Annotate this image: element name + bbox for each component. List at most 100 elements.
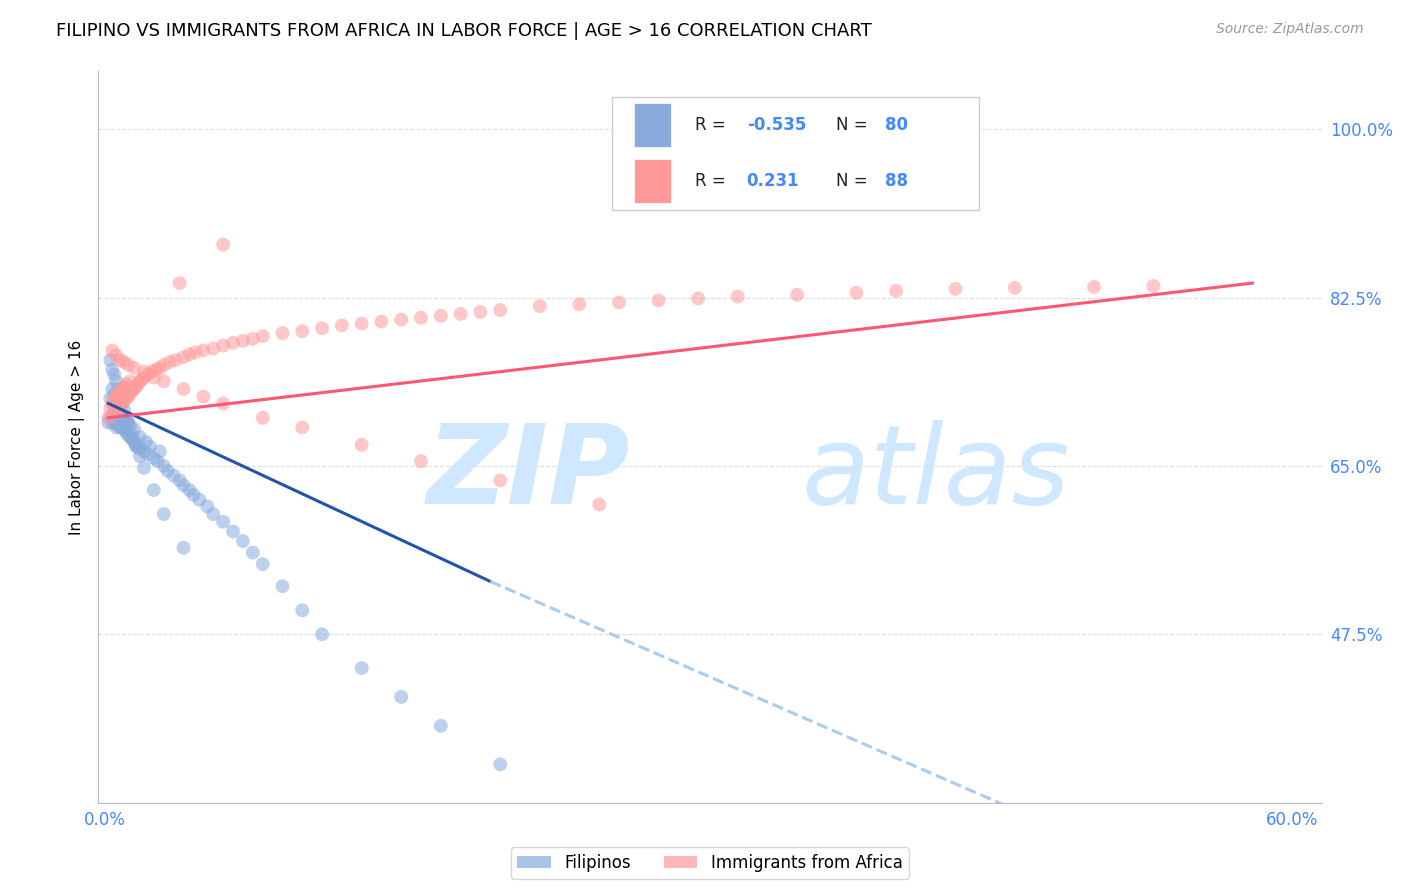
Immigrants from Africa xyxy=(115,377,138,392)
Filipinos xyxy=(101,382,124,396)
Immigrants from Africa xyxy=(688,292,710,306)
Immigrants from Africa xyxy=(141,365,163,379)
Text: R =: R = xyxy=(696,116,731,134)
Filipinos xyxy=(105,396,128,410)
Immigrants from Africa xyxy=(117,390,139,404)
Filipinos xyxy=(105,410,128,425)
Filipinos xyxy=(105,420,128,434)
Immigrants from Africa xyxy=(108,384,131,398)
Filipinos xyxy=(212,515,235,529)
Immigrants from Africa xyxy=(252,329,274,343)
Filipinos xyxy=(430,719,453,733)
Immigrants from Africa xyxy=(350,438,373,452)
Filipinos xyxy=(135,434,157,449)
Filipinos xyxy=(132,444,155,458)
Immigrants from Africa xyxy=(350,317,373,331)
Filipinos xyxy=(129,450,152,464)
Text: atlas: atlas xyxy=(801,420,1070,527)
Immigrants from Africa xyxy=(112,355,135,369)
Immigrants from Africa xyxy=(647,293,669,308)
Filipinos xyxy=(112,410,135,425)
Immigrants from Africa xyxy=(311,321,333,335)
Filipinos xyxy=(252,557,274,571)
Immigrants from Africa xyxy=(101,396,124,410)
Filipinos xyxy=(98,410,121,425)
Immigrants from Africa xyxy=(370,315,392,329)
Immigrants from Africa xyxy=(193,343,215,358)
Immigrants from Africa xyxy=(173,382,195,396)
Filipinos xyxy=(107,418,129,433)
Filipinos xyxy=(183,488,205,502)
Immigrants from Africa xyxy=(115,392,138,406)
Filipinos xyxy=(389,690,412,704)
Immigrants from Africa xyxy=(252,410,274,425)
Filipinos xyxy=(125,438,148,452)
Filipinos xyxy=(173,541,195,555)
Immigrants from Africa xyxy=(727,289,749,303)
Filipinos xyxy=(291,603,314,617)
Immigrants from Africa xyxy=(142,370,165,384)
Immigrants from Africa xyxy=(120,386,142,401)
Filipinos xyxy=(98,353,121,368)
Immigrants from Africa xyxy=(132,370,155,384)
Immigrants from Africa xyxy=(271,326,294,340)
Filipinos xyxy=(112,422,135,436)
Filipinos xyxy=(98,392,121,406)
Immigrants from Africa xyxy=(212,339,235,353)
Filipinos xyxy=(162,468,184,483)
Filipinos xyxy=(117,416,139,430)
Immigrants from Africa xyxy=(389,312,412,326)
Filipinos xyxy=(120,418,142,433)
Immigrants from Africa xyxy=(330,318,353,333)
Filipinos xyxy=(173,478,195,492)
Immigrants from Africa xyxy=(409,454,432,468)
Filipinos xyxy=(156,464,179,478)
Immigrants from Africa xyxy=(122,382,145,396)
Filipinos xyxy=(169,474,191,488)
Immigrants from Africa xyxy=(121,384,143,398)
Immigrants from Africa xyxy=(945,282,967,296)
Text: FILIPINO VS IMMIGRANTS FROM AFRICA IN LABOR FORCE | AGE > 16 CORRELATION CHART: FILIPINO VS IMMIGRANTS FROM AFRICA IN LA… xyxy=(56,22,872,40)
Filipinos xyxy=(117,416,139,430)
Immigrants from Africa xyxy=(152,374,174,388)
Text: 0.231: 0.231 xyxy=(747,172,800,190)
Filipinos xyxy=(115,425,138,440)
Immigrants from Africa xyxy=(112,380,135,394)
Immigrants from Africa xyxy=(291,324,314,338)
Immigrants from Africa xyxy=(165,353,187,368)
Filipinos xyxy=(271,579,294,593)
Immigrants from Africa xyxy=(1142,279,1164,293)
Text: Source: ZipAtlas.com: Source: ZipAtlas.com xyxy=(1216,22,1364,37)
Filipinos xyxy=(121,432,143,446)
Filipinos xyxy=(122,422,145,436)
Filipinos xyxy=(120,430,142,444)
Immigrants from Africa xyxy=(111,396,134,410)
Text: -0.535: -0.535 xyxy=(747,116,806,134)
Filipinos xyxy=(136,447,159,461)
Filipinos xyxy=(101,362,124,376)
Immigrants from Africa xyxy=(111,382,134,396)
Immigrants from Africa xyxy=(1004,281,1026,295)
Immigrants from Africa xyxy=(136,368,159,382)
Immigrants from Africa xyxy=(212,237,235,252)
Immigrants from Africa xyxy=(430,309,453,323)
Filipinos xyxy=(107,393,129,408)
Filipinos xyxy=(107,382,129,396)
Filipinos xyxy=(127,440,149,454)
Immigrants from Africa xyxy=(101,343,124,358)
Filipinos xyxy=(350,661,373,675)
Filipinos xyxy=(112,403,135,417)
Immigrants from Africa xyxy=(127,377,149,392)
Filipinos xyxy=(108,390,131,404)
Filipinos xyxy=(103,416,125,430)
Filipinos xyxy=(129,430,152,444)
Immigrants from Africa xyxy=(125,380,148,394)
Immigrants from Africa xyxy=(107,386,129,401)
Text: R =: R = xyxy=(696,172,737,190)
Immigrants from Africa xyxy=(470,305,492,319)
Immigrants from Africa xyxy=(242,332,264,346)
Immigrants from Africa xyxy=(159,355,181,369)
Immigrants from Africa xyxy=(103,406,125,420)
Immigrants from Africa xyxy=(120,374,142,388)
Filipinos xyxy=(97,416,120,430)
